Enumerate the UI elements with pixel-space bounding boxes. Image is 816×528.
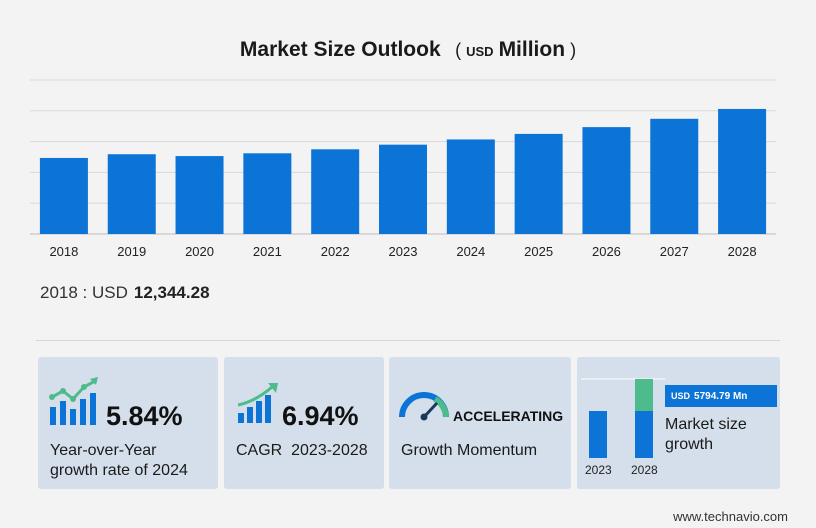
bar-2018: [39, 157, 88, 234]
x-tick-label-2026: 2026: [592, 244, 621, 259]
yoy-card: 5.84% Year-over-Year growth rate of 2024: [38, 357, 218, 489]
yoy-label-line1: Year-over-Year: [50, 442, 157, 459]
x-tick-label-2028: 2028: [728, 244, 757, 259]
bar-chart: 2018 2019 2020 2021 2022 2023 2024 2025 2026 2027…: [30, 79, 776, 259]
start-value: 2018 : USD 12,344.28: [40, 283, 210, 303]
cagr-value: 6.94%: [282, 401, 359, 431]
x-tick-label-2025: 2025: [524, 244, 553, 259]
start-value-number: 12,344.28: [133, 283, 210, 302]
title-currency: USD: [466, 44, 494, 59]
bar-2027: [650, 118, 699, 234]
bar-2024: [446, 139, 495, 234]
divider: [36, 340, 780, 341]
bar-2019: [107, 154, 156, 234]
market-growth-card: USD 5794.79 Mn Market size growth 2023 20…: [577, 357, 780, 489]
mini-year-start: 2023: [585, 463, 612, 477]
cagr-label: CAGR 2023-2028: [236, 442, 368, 459]
title-text: Market Size Outlook: [239, 38, 441, 61]
x-tick-label-2022: 2022: [321, 244, 350, 259]
bar-2020: [175, 156, 224, 234]
growth-chart-icon: [49, 377, 98, 425]
growth-label-line1: Market size: [665, 416, 747, 433]
speedometer-icon: [399, 392, 449, 421]
footer-site: www.technavio.com: [673, 509, 788, 524]
x-tick-label-2020: 2020: [185, 244, 214, 259]
x-tick-label-2024: 2024: [456, 244, 485, 259]
x-tick-label-2027: 2027: [660, 244, 689, 259]
mini-bar-2023: [589, 411, 607, 458]
bar-2023: [379, 144, 427, 234]
momentum-card: ACCELERATING Growth Momentum: [389, 357, 571, 489]
mini-year-end: 2028: [631, 463, 658, 477]
momentum-label: Growth Momentum: [401, 442, 538, 459]
badge-currency: USD: [671, 391, 691, 401]
x-tick-label-2019: 2019: [117, 244, 146, 259]
title-unit: Million: [498, 38, 566, 61]
bars: [39, 108, 767, 234]
x-tick-label-2021: 2021: [253, 244, 282, 259]
momentum-value: ACCELERATING: [453, 408, 564, 424]
start-value-label: 2018 : USD: [40, 283, 128, 302]
x-tick-label-2023: 2023: [389, 244, 418, 259]
bar-2022: [311, 149, 360, 234]
growth-label-line2: growth: [665, 436, 714, 453]
mini-growth-chart: [581, 378, 665, 458]
x-tick-labels: 2018 2019 2020 2021 2022 2023 2024 2025 2026 2027…: [49, 244, 756, 259]
growth-badge: USD 5794.79 Mn: [665, 385, 777, 407]
x-tick-label-2018: 2018: [49, 244, 78, 259]
mini-bar-2028-base: [635, 411, 653, 458]
bar-2021: [243, 153, 292, 234]
bar-2026: [582, 127, 631, 234]
chart-title: Market Size Outlook ( USD Million ): [0, 38, 816, 62]
bar-2025: [514, 133, 563, 234]
badge-value: 5794.79 Mn: [694, 391, 748, 402]
trend-bars-icon: [237, 383, 278, 423]
title-unit-group: ( USD Million ): [455, 38, 577, 61]
yoy-value: 5.84%: [106, 401, 183, 431]
mini-bar-2028-growth: [635, 379, 653, 411]
cagr-card: 6.94% CAGR 2023-2028: [224, 357, 384, 489]
bar-2028: [718, 108, 767, 234]
yoy-label-line2: growth rate of 2024: [50, 462, 188, 479]
